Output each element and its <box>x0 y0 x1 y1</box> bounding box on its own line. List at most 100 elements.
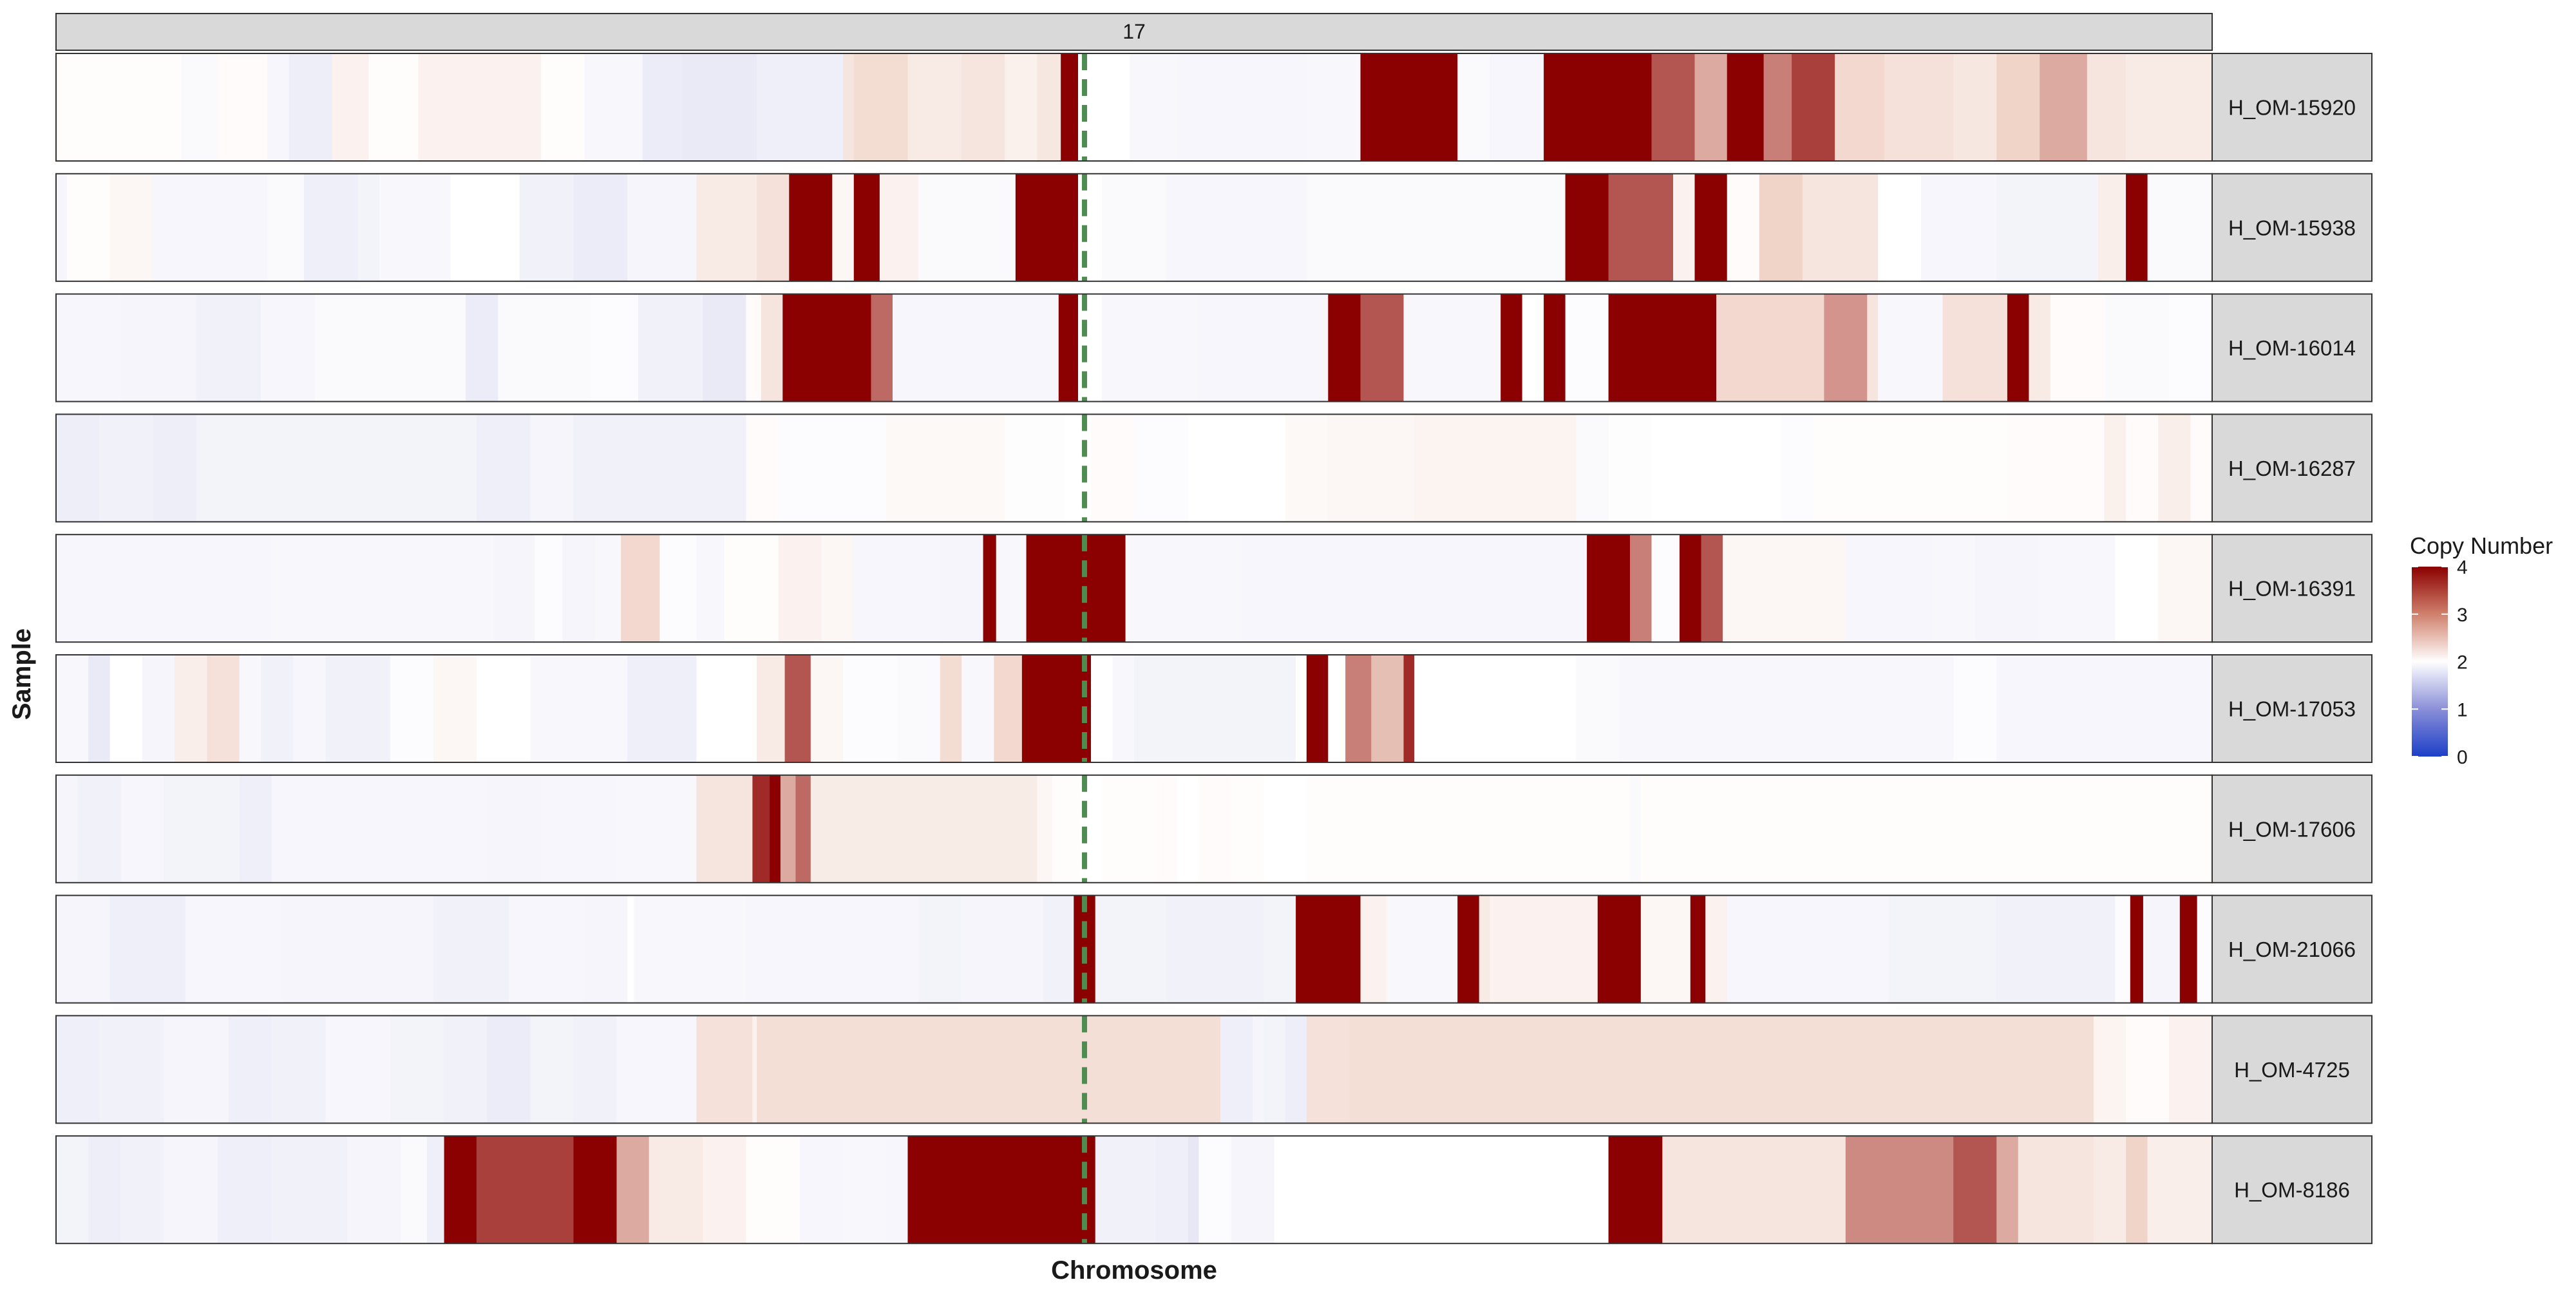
sample-row: H_OM-17606 <box>55 774 2372 883</box>
cn-segment <box>696 534 725 643</box>
cn-segment <box>918 173 1016 281</box>
cn-segment <box>476 1136 574 1244</box>
cn-segment <box>907 1136 1070 1244</box>
cn-segment <box>541 775 618 883</box>
cn-segment <box>843 1136 887 1244</box>
cn-segment <box>996 534 1027 643</box>
cn-segment <box>1048 173 1079 281</box>
y-axis-title: Sample <box>8 628 36 720</box>
cn-segment <box>1166 173 1307 281</box>
cn-segment <box>1328 655 1346 762</box>
cn-segment <box>2029 294 2051 402</box>
cn-segment <box>1781 1015 2094 1124</box>
cn-segment <box>761 294 783 402</box>
cn-segment <box>1723 534 1846 643</box>
cn-segment <box>271 534 495 643</box>
cn-segment <box>293 655 327 762</box>
cn-segment <box>530 1015 574 1124</box>
cn-segment <box>616 1015 697 1124</box>
cn-segment <box>239 655 261 762</box>
cn-segment <box>56 655 89 762</box>
cn-segment <box>56 53 182 161</box>
cn-segment <box>659 534 697 643</box>
cn-segment <box>271 1136 348 1244</box>
cn-segment <box>56 1136 89 1244</box>
cn-segment <box>1867 294 1879 402</box>
cn-segment <box>2104 294 2170 402</box>
cn-segment <box>1134 655 1296 762</box>
sample-label: H_OM-15938 <box>2228 216 2356 240</box>
cn-segment <box>972 294 1059 402</box>
cn-segment <box>573 414 746 522</box>
cn-segment <box>304 173 359 281</box>
cn-segment <box>1043 895 1074 1003</box>
cn-segment <box>1845 1136 1954 1244</box>
legend-title: Copy Number <box>2410 532 2553 559</box>
cn-segment <box>1651 534 1680 643</box>
cn-segment <box>627 895 634 1003</box>
cn-segment <box>1587 534 1631 643</box>
cn-segment <box>2040 53 2088 161</box>
cn-segment <box>879 173 919 281</box>
cn-segment <box>1690 895 1706 1003</box>
cn-segment <box>56 173 68 281</box>
cn-segment <box>1048 655 1079 762</box>
cn-segment <box>757 1015 1221 1124</box>
cn-segment <box>509 895 585 1003</box>
cn-segment <box>196 414 477 522</box>
cn-segment <box>498 294 591 402</box>
cn-segment <box>1457 53 1490 161</box>
cn-segment <box>1651 53 1696 161</box>
cn-segment <box>821 534 855 643</box>
cn-segment <box>2007 294 2029 402</box>
cn-segment <box>56 414 100 522</box>
cn-segment <box>1112 655 1135 762</box>
cn-segment <box>519 173 574 281</box>
cn-segment <box>99 1015 164 1124</box>
cn-segment <box>638 294 703 402</box>
cn-segment <box>1597 895 1642 1003</box>
cn-segment <box>1296 895 1361 1003</box>
cn-segment <box>893 294 973 402</box>
cn-segment <box>1813 414 2008 522</box>
legend-ticks: 4 3 2 1 0 <box>2412 557 2468 768</box>
cn-segment <box>77 775 122 883</box>
cn-segment <box>757 655 786 762</box>
cn-segment <box>1921 173 1997 281</box>
sample-strip <box>2211 654 2372 763</box>
cn-segment <box>1953 655 1997 762</box>
cn-segment <box>1640 895 1691 1003</box>
cn-segment <box>1414 414 1577 522</box>
sample-label: H_OM-4725 <box>2234 1058 2350 1082</box>
cn-segment <box>2179 895 2198 1003</box>
cn-segment <box>1824 294 1868 402</box>
cn-segment <box>1263 1015 1285 1124</box>
cn-segment <box>696 655 757 762</box>
cn-segment <box>2093 1015 2126 1124</box>
sample-label: H_OM-17606 <box>2228 817 2356 841</box>
cn-segment <box>696 775 753 883</box>
cn-segment <box>961 895 1044 1003</box>
cn-segment <box>368 53 419 161</box>
cn-segment <box>1328 414 1415 522</box>
cn-segment <box>1101 173 1167 281</box>
sample-row: H_OM-16391 <box>55 534 2372 643</box>
cn-segment <box>535 534 564 643</box>
cn-segment <box>390 655 434 762</box>
cn-segment <box>789 895 919 1003</box>
cn-segment <box>1274 1136 1609 1244</box>
cn-segment <box>1101 294 1200 402</box>
cn-segment <box>1253 1015 1264 1124</box>
cn-segment <box>1296 655 1307 762</box>
cn-segment <box>757 173 790 281</box>
cn-segment <box>2126 1015 2170 1124</box>
cn-segment <box>2018 1136 2094 1244</box>
cn-segment <box>961 53 1005 161</box>
sample-strip <box>2211 1135 2372 1245</box>
cn-segment <box>1792 53 1835 161</box>
cn-segment <box>120 1136 164 1244</box>
cn-segment <box>2126 173 2148 281</box>
cn-segment <box>843 53 855 161</box>
cn-segment <box>1651 414 1781 522</box>
cn-segment <box>770 775 781 883</box>
